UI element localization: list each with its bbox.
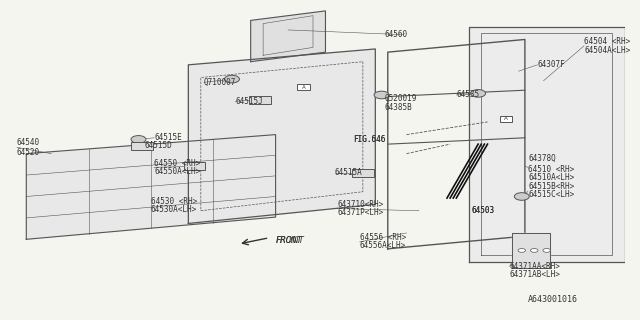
Text: 64550A<LH>: 64550A<LH> bbox=[154, 167, 200, 176]
Polygon shape bbox=[513, 233, 550, 268]
Text: FRONT: FRONT bbox=[276, 236, 305, 245]
Text: 643710<RH>: 643710<RH> bbox=[338, 200, 384, 209]
Bar bbox=[184, 162, 205, 170]
Text: 64535: 64535 bbox=[456, 91, 479, 100]
Text: A643001016: A643001016 bbox=[528, 295, 578, 304]
Text: 64530A<LH>: 64530A<LH> bbox=[151, 205, 197, 214]
Text: 64371AA<RH>: 64371AA<RH> bbox=[509, 262, 560, 271]
Polygon shape bbox=[188, 49, 375, 223]
Text: 64503: 64503 bbox=[472, 206, 495, 215]
Text: 64550 <RH>: 64550 <RH> bbox=[154, 159, 200, 168]
Text: FIG.646: FIG.646 bbox=[353, 135, 386, 144]
Text: 64556A<LH>: 64556A<LH> bbox=[360, 241, 406, 250]
Text: FRONT: FRONT bbox=[276, 236, 303, 245]
Polygon shape bbox=[468, 27, 625, 261]
Polygon shape bbox=[251, 11, 326, 62]
Circle shape bbox=[515, 193, 529, 200]
Text: 64520: 64520 bbox=[17, 148, 40, 156]
Text: 64515B<RH>: 64515B<RH> bbox=[528, 182, 574, 191]
Text: 64540: 64540 bbox=[17, 138, 40, 147]
Text: 64378Q: 64378Q bbox=[528, 154, 556, 163]
Text: 64504A<LH>: 64504A<LH> bbox=[584, 46, 630, 55]
Bar bbox=[298, 84, 310, 90]
Bar bbox=[352, 169, 374, 177]
Text: Q520019: Q520019 bbox=[385, 94, 417, 103]
Circle shape bbox=[531, 249, 538, 252]
Text: 64530 <RH>: 64530 <RH> bbox=[151, 197, 197, 206]
Text: A: A bbox=[504, 116, 508, 121]
Circle shape bbox=[374, 91, 389, 99]
Bar bbox=[131, 142, 152, 150]
Circle shape bbox=[225, 75, 239, 83]
Text: 64515D: 64515D bbox=[145, 141, 172, 150]
Text: 64515J: 64515J bbox=[235, 97, 263, 106]
Text: Q710007: Q710007 bbox=[204, 78, 236, 87]
Text: 64307F: 64307F bbox=[538, 60, 565, 69]
Text: 64510A<LH>: 64510A<LH> bbox=[528, 173, 574, 182]
Text: 64371P<LH>: 64371P<LH> bbox=[338, 208, 384, 217]
Text: 64503: 64503 bbox=[472, 206, 495, 215]
Circle shape bbox=[518, 249, 525, 252]
Text: 64510 <RH>: 64510 <RH> bbox=[528, 165, 574, 174]
Circle shape bbox=[543, 249, 550, 252]
Text: 64515E: 64515E bbox=[154, 133, 182, 142]
Polygon shape bbox=[26, 135, 276, 239]
Text: 64515A: 64515A bbox=[335, 168, 362, 177]
Text: 64504 <RH>: 64504 <RH> bbox=[584, 36, 630, 45]
Text: 64556 <RH>: 64556 <RH> bbox=[360, 233, 406, 242]
Circle shape bbox=[470, 90, 486, 97]
Text: 64515C<LH>: 64515C<LH> bbox=[528, 190, 574, 199]
Bar bbox=[500, 116, 513, 122]
Text: A: A bbox=[302, 84, 305, 90]
Text: FIG.646: FIG.646 bbox=[353, 135, 386, 144]
Text: 64371AB<LH>: 64371AB<LH> bbox=[509, 270, 560, 279]
Text: 64385B: 64385B bbox=[385, 103, 412, 112]
Circle shape bbox=[131, 136, 146, 143]
Text: 64560: 64560 bbox=[385, 30, 408, 39]
Bar bbox=[249, 96, 271, 104]
